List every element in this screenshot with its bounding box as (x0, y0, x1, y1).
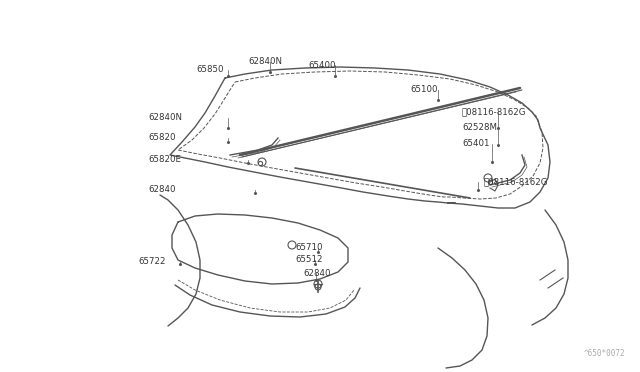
Text: 62840: 62840 (303, 269, 330, 278)
Text: 62840: 62840 (148, 186, 175, 195)
Text: 65820E: 65820E (148, 155, 181, 164)
Text: 65401: 65401 (462, 140, 490, 148)
Text: 65400: 65400 (308, 61, 335, 70)
Text: 62840N: 62840N (148, 113, 182, 122)
Text: Ⓑ08116-8162G: Ⓑ08116-8162G (484, 177, 548, 186)
Text: ^650*0072: ^650*0072 (584, 349, 625, 358)
Text: 62840N: 62840N (248, 58, 282, 67)
Text: 65710: 65710 (295, 244, 323, 253)
Text: 62528M: 62528M (462, 124, 497, 132)
Text: 65100: 65100 (410, 86, 438, 94)
Text: 65820: 65820 (148, 134, 175, 142)
Text: Ⓑ08116-8162G: Ⓑ08116-8162G (462, 108, 527, 116)
Text: 65722: 65722 (138, 257, 166, 266)
Text: 65512: 65512 (295, 256, 323, 264)
Text: 65850: 65850 (196, 65, 223, 74)
